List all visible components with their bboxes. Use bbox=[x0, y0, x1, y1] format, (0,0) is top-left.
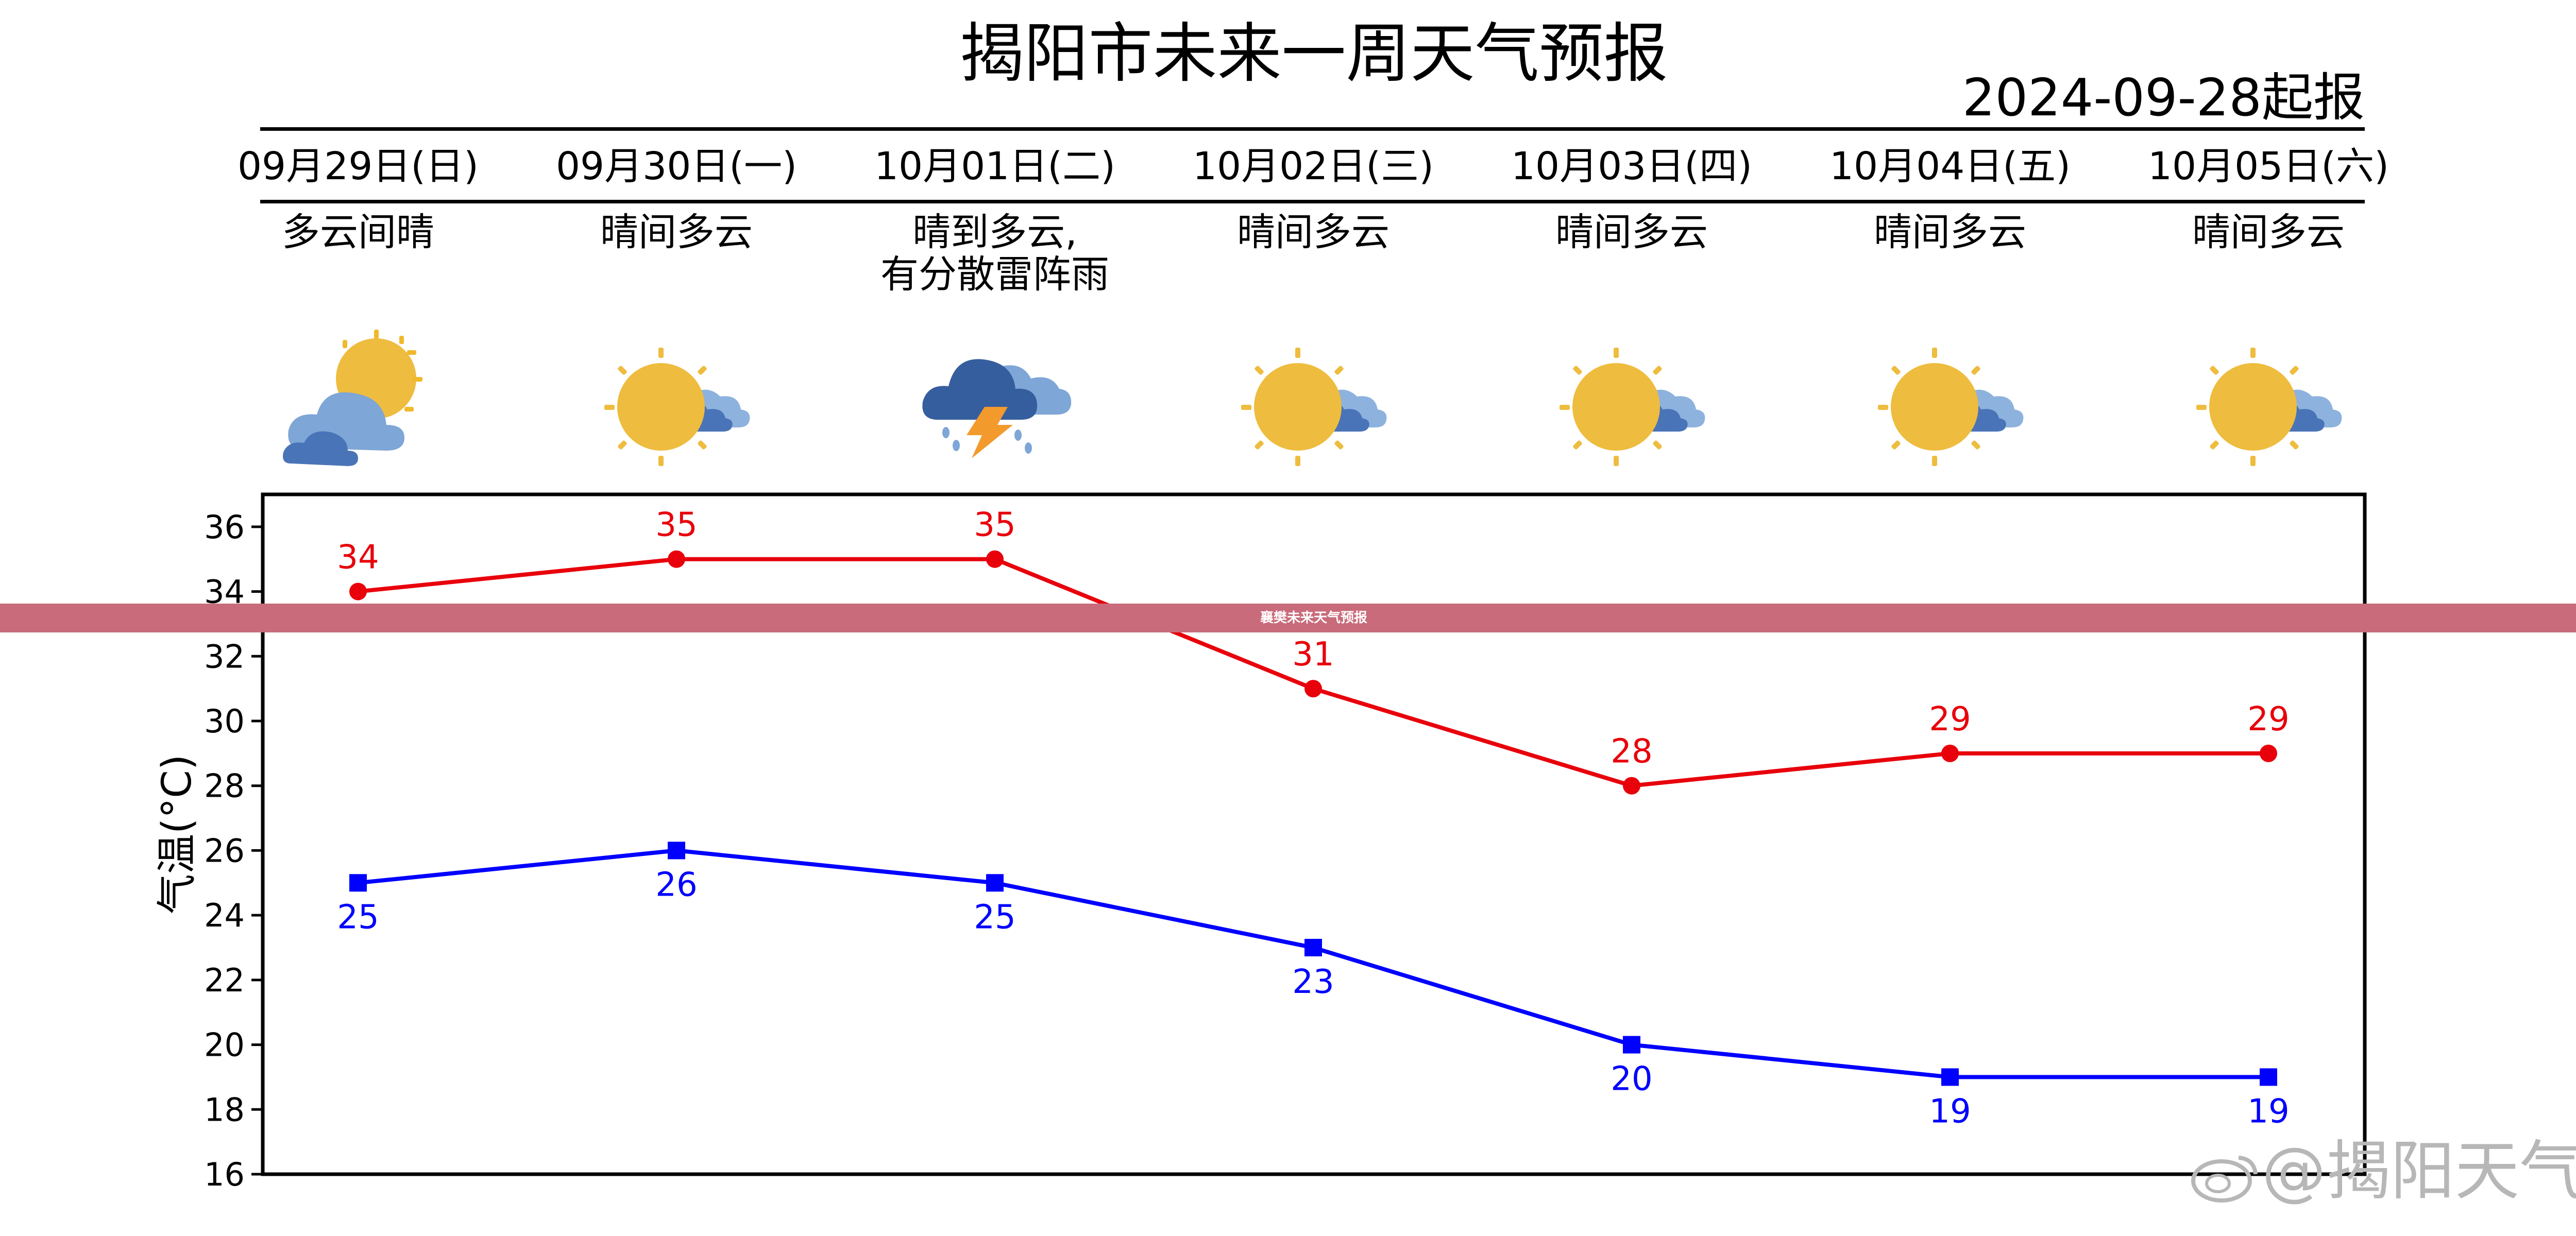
watermark-text: @揭阳天气 bbox=[2262, 1134, 2576, 1209]
y-tick-label: 30 bbox=[204, 702, 245, 740]
data-point-low bbox=[349, 874, 367, 892]
day-weather-desc: 晴到多云, 有分散雷阵雨 bbox=[880, 210, 1109, 297]
series-layer: 34 35 35 31 28 29 29 25 26 25 23 20 19 19 bbox=[337, 506, 2289, 1131]
forecast-days: 09月29日(日) 多云间晴 09月30日(一) 晴间多云 bbox=[0, 0, 2576, 466]
data-label-low: 20 bbox=[1611, 1060, 1652, 1098]
day-date: 10月03日(四) bbox=[1511, 144, 1753, 188]
data-label-low: 19 bbox=[1929, 1092, 1971, 1130]
day-date: 10月04日(五) bbox=[1829, 144, 2071, 188]
overlay-banner: 襄樊未来天气预报 bbox=[0, 604, 2576, 632]
data-point-low bbox=[2260, 1068, 2277, 1086]
plot-frame bbox=[261, 492, 2367, 1176]
day-weather-desc: 晴间多云 bbox=[2192, 210, 2345, 254]
data-label-high: 34 bbox=[337, 539, 379, 577]
sunny-with-clouds-icon bbox=[2196, 348, 2342, 466]
data-label-low: 26 bbox=[655, 866, 697, 904]
y-tick-label: 16 bbox=[204, 1156, 245, 1193]
data-point-high bbox=[1623, 777, 1640, 795]
y-tick-label: 22 bbox=[204, 962, 245, 999]
data-point-high bbox=[668, 550, 685, 568]
page-title: 揭阳市未来一周天气预报 bbox=[959, 16, 1668, 91]
data-label-low: 25 bbox=[337, 898, 379, 936]
day-weather-desc: 晴间多云 bbox=[600, 210, 753, 254]
y-tick-label: 26 bbox=[204, 832, 245, 869]
day-date: 09月30日(一) bbox=[555, 144, 798, 188]
y-tick-label: 20 bbox=[204, 1026, 245, 1064]
data-label-high: 29 bbox=[1929, 700, 1971, 739]
sunny-with-clouds-icon bbox=[604, 348, 750, 466]
partly-cloudy-sun-icon bbox=[283, 330, 422, 466]
data-label-high: 28 bbox=[1611, 733, 1652, 771]
data-label-high: 35 bbox=[974, 506, 1015, 544]
data-point-high bbox=[1304, 680, 1322, 698]
data-point-high bbox=[1941, 744, 1959, 762]
data-point-low bbox=[986, 874, 1004, 892]
data-label-low: 19 bbox=[2247, 1092, 2289, 1130]
data-label-high: 35 bbox=[655, 506, 697, 544]
thunderstorm-icon bbox=[922, 359, 1072, 458]
header-divider-bottom bbox=[260, 200, 2365, 203]
y-tick-label: 18 bbox=[204, 1091, 245, 1128]
sunny-with-clouds-icon bbox=[1878, 348, 2024, 466]
day-weather-desc: 晴间多云 bbox=[1237, 210, 1389, 254]
data-point-low bbox=[1304, 939, 1322, 956]
data-point-low bbox=[1623, 1036, 1640, 1054]
data-point-high bbox=[986, 550, 1004, 568]
issue-date: 2024-09-28起报 bbox=[1962, 67, 2365, 128]
day-weather-desc: 多云间晴 bbox=[282, 210, 434, 254]
header-divider-top bbox=[260, 127, 2365, 131]
day-date: 10月05日(六) bbox=[2147, 144, 2389, 188]
y-axis-label: 气温(°C) bbox=[154, 754, 200, 914]
weibo-logo-icon bbox=[2191, 1155, 2258, 1203]
data-label-low: 25 bbox=[974, 898, 1015, 936]
y-tick-label: 32 bbox=[204, 638, 245, 675]
data-point-high bbox=[349, 582, 367, 600]
data-label-high: 29 bbox=[2247, 700, 2289, 739]
y-tick-label: 28 bbox=[204, 767, 245, 805]
y-tick-label: 36 bbox=[204, 508, 245, 546]
y-tick-label: 24 bbox=[204, 897, 245, 934]
watermark: @揭阳天气 bbox=[2190, 1133, 2576, 1210]
day-date: 10月02日(三) bbox=[1192, 144, 1434, 188]
day-date: 10月01日(二) bbox=[874, 144, 1116, 188]
data-point-high bbox=[2260, 744, 2277, 762]
sunny-with-clouds-icon bbox=[1241, 348, 1387, 466]
day-date: 09月29日(日) bbox=[237, 144, 479, 188]
day-weather-desc: 晴间多云 bbox=[1874, 210, 2026, 254]
data-label-high: 31 bbox=[1292, 636, 1334, 674]
data-point-low bbox=[1941, 1068, 1959, 1086]
data-point-low bbox=[668, 842, 685, 860]
sunny-with-clouds-icon bbox=[1560, 348, 1705, 466]
data-label-low: 23 bbox=[1292, 963, 1334, 1001]
day-weather-desc: 晴间多云 bbox=[1555, 210, 1708, 254]
